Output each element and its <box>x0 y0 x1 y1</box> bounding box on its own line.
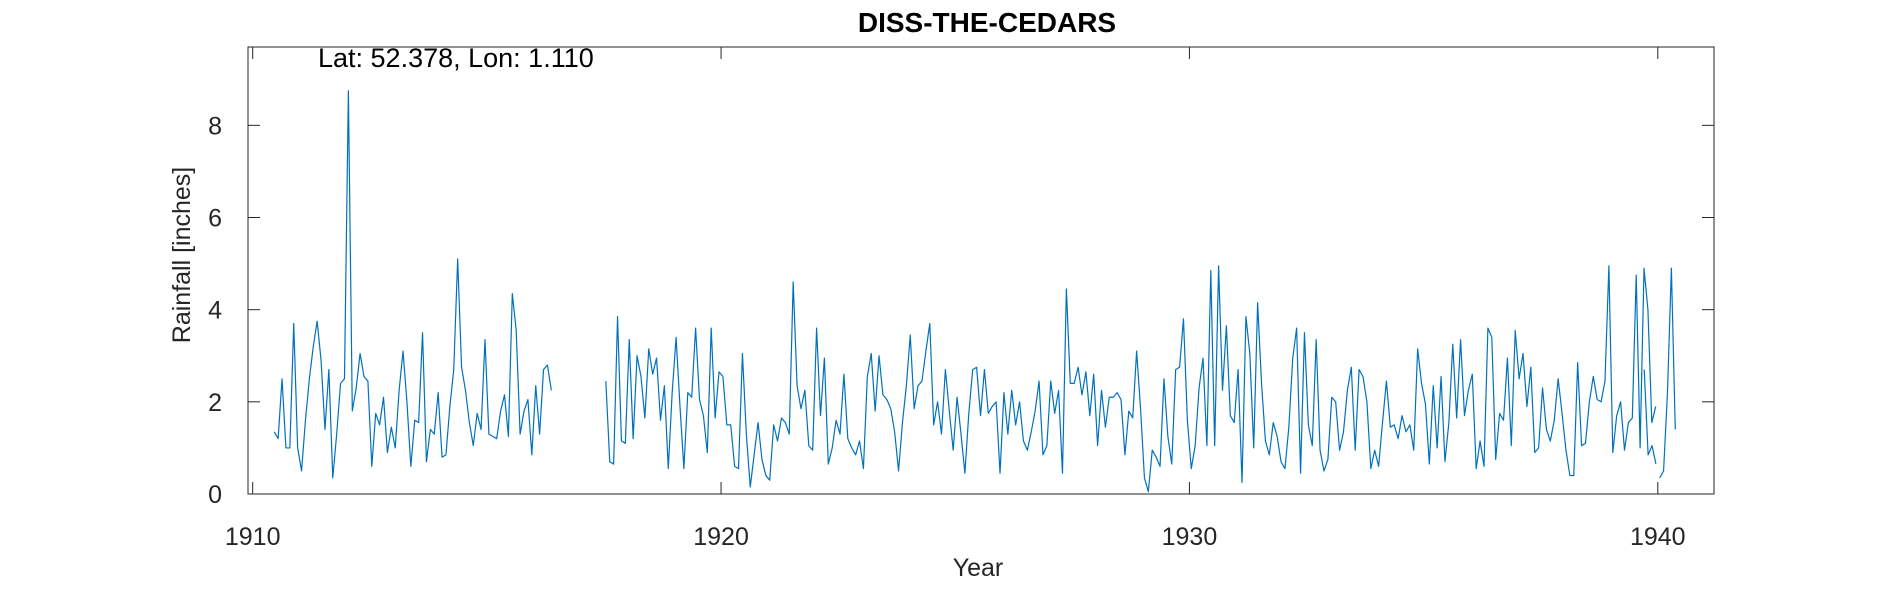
x-ticks: 1910 1920 1930 1940 <box>225 47 1686 551</box>
rainfall-series-line <box>1659 267 1676 479</box>
plot-area-box <box>247 46 1715 495</box>
x-tick-label: 1930 <box>1162 523 1218 551</box>
y-axis-label: Rainfall [inches] <box>168 167 196 343</box>
y-tick-label: 4 <box>208 297 222 325</box>
chart-title: DISS-THE-CEDARS <box>858 7 1116 38</box>
rainfall-series-line <box>605 265 1657 493</box>
x-axis-label: Year <box>953 554 1004 582</box>
y-tick-label: 8 <box>208 112 222 140</box>
y-ticks: 0 2 4 6 8 <box>208 112 1714 509</box>
y-tick-label: 6 <box>208 205 222 233</box>
series-layer <box>273 90 1676 493</box>
y-tick-label: 0 <box>208 481 222 509</box>
x-tick-label: 1920 <box>693 523 749 551</box>
x-tick-label: 1940 <box>1630 523 1686 551</box>
rainfall-series-line <box>1643 369 1657 465</box>
y-tick-label: 2 <box>208 389 222 417</box>
axes <box>247 46 1715 495</box>
rainfall-series-line <box>273 90 552 479</box>
location-annotation: Lat: 52.378, Lon: 1.110 <box>318 43 594 73</box>
x-tick-label: 1910 <box>225 523 281 551</box>
